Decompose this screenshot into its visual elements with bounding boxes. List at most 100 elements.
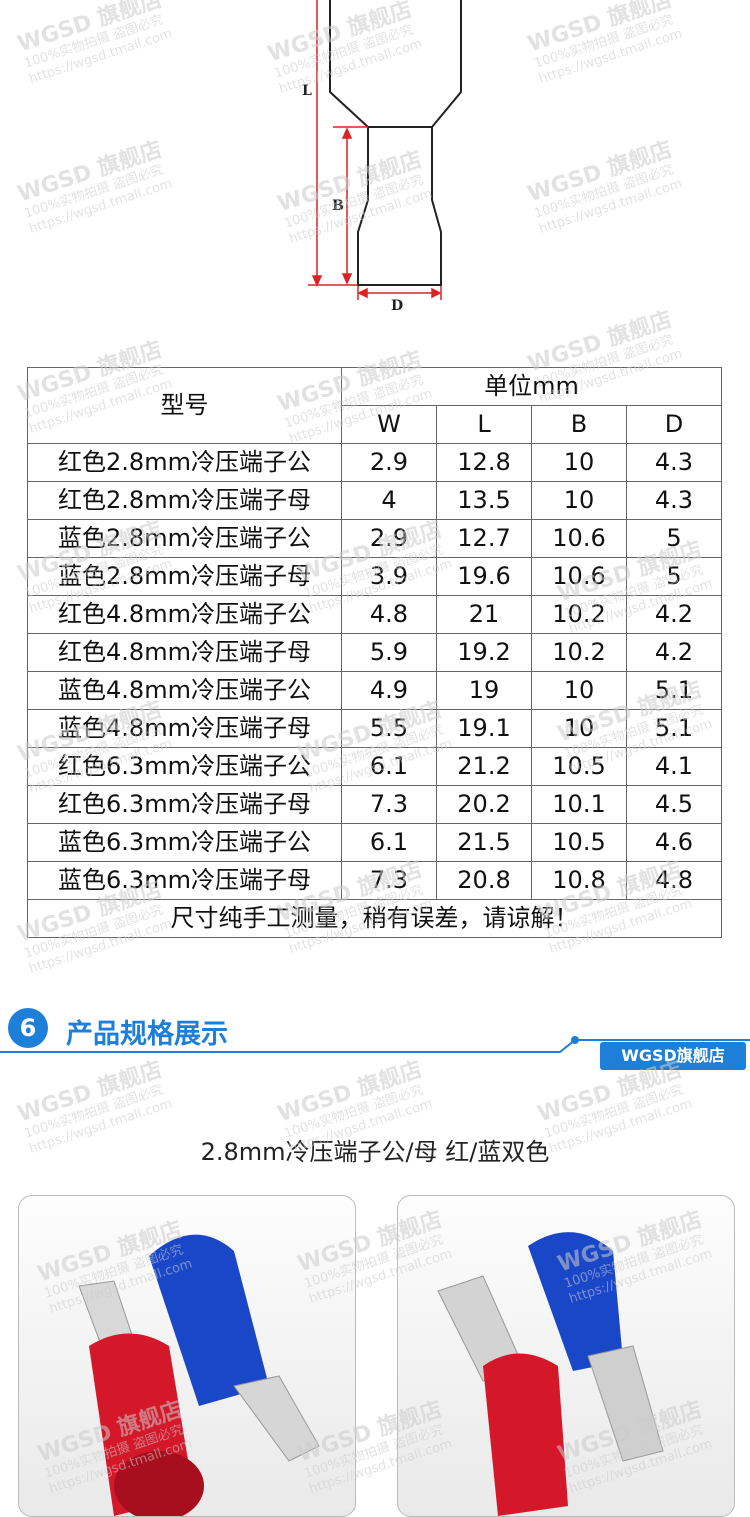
cell-model: 蓝色2.8mm冷压端子母 <box>27 557 342 596</box>
model-header: 型号 <box>27 367 342 444</box>
data-row: 蓝色4.8mm冷压端子公 4.9 19 10 5.1 <box>27 671 722 710</box>
cell-value: 6.1 <box>341 747 437 786</box>
cell-value: 10.2 <box>531 633 627 672</box>
cell-value: 19.2 <box>436 633 532 672</box>
data-row: 红色4.8mm冷压端子公 4.8 21 10.2 4.2 <box>27 595 722 634</box>
cell-value: 4.8 <box>341 595 437 634</box>
product-photo <box>18 1195 356 1517</box>
cell-value: 2.9 <box>341 443 437 482</box>
cell-model: 红色2.8mm冷压端子公 <box>27 443 342 482</box>
cell-value: 7.3 <box>341 785 437 824</box>
blue-sleeve <box>528 1232 623 1371</box>
cell-value: 4.1 <box>626 747 722 786</box>
cell-value: 10.2 <box>531 595 627 634</box>
cell-value: 10 <box>531 671 627 710</box>
cell-value: 10.5 <box>531 823 627 862</box>
cell-value: 21 <box>436 595 532 634</box>
cell-value: 10 <box>531 709 627 748</box>
receptacle <box>587 1345 664 1462</box>
cell-model: 红色6.3mm冷压端子公 <box>27 747 342 786</box>
cell-value: 4.3 <box>626 481 722 520</box>
cell-value: 4.9 <box>341 671 437 710</box>
cell-value: 20.8 <box>436 861 532 900</box>
cell-value: 10.6 <box>531 519 627 558</box>
cell-value: 10 <box>531 481 627 520</box>
data-row: 蓝色2.8mm冷压端子母 3.9 19.6 10.6 5 <box>27 557 722 596</box>
dim-label: L <box>302 83 312 99</box>
section-number: 6 <box>8 1008 48 1048</box>
cell-value: 4.3 <box>626 443 722 482</box>
rule-line <box>0 1039 750 1053</box>
section-rule <box>0 1036 750 1053</box>
cell-value: 12.8 <box>436 443 532 482</box>
cell-value: 21.2 <box>436 747 532 786</box>
red-sleeve <box>483 1353 568 1516</box>
photo-male <box>78 1234 320 1516</box>
sleeve-outline <box>357 126 442 286</box>
cell-value: 4.2 <box>626 595 722 634</box>
photo-female <box>437 1232 664 1516</box>
cell-value: 12.7 <box>436 519 532 558</box>
cell-value: 5.1 <box>626 671 722 710</box>
unit-header: 单位mm <box>341 367 722 406</box>
cell-value: 10.8 <box>531 861 627 900</box>
blue-sleeve <box>149 1234 269 1406</box>
cell-value: 5.9 <box>341 633 437 672</box>
data-row: 红色6.3mm冷压端子母 7.3 20.2 10.1 4.5 <box>27 785 722 824</box>
note-row: 尺寸纯手工测量，稍有误差，请谅解！ <box>27 899 722 938</box>
cell-value: 2.9 <box>341 519 437 558</box>
column-header: D <box>626 405 722 444</box>
cell-model: 蓝色6.3mm冷压端子母 <box>27 861 342 900</box>
terminal-diagram: L B D <box>302 0 462 314</box>
data-row: 红色2.8mm冷压端子公 2.9 12.8 10 4.3 <box>27 443 722 482</box>
cell-value: 4.8 <box>626 861 722 900</box>
cell-value: 5.1 <box>626 709 722 748</box>
column-header: B <box>531 405 627 444</box>
cell-value: 19.6 <box>436 557 532 596</box>
cell-value: 5.5 <box>341 709 437 748</box>
data-row: 蓝色4.8mm冷压端子母 5.5 19.1 10 5.1 <box>27 709 722 748</box>
cell-value: 4.6 <box>626 823 722 862</box>
cell-value: 4.2 <box>626 633 722 672</box>
product-photo <box>397 1195 735 1517</box>
cell-value: 6.1 <box>341 823 437 862</box>
cell-model: 红色4.8mm冷压端子母 <box>27 633 342 672</box>
product-subtitle: 2.8mm冷压端子公/母 红/蓝双色 <box>200 1138 550 1166</box>
data-row: 蓝色6.3mm冷压端子公 6.1 21.5 10.5 4.6 <box>27 823 722 862</box>
column-header: L <box>436 405 532 444</box>
cell-model: 蓝色6.3mm冷压端子公 <box>27 823 342 862</box>
cell-value: 4 <box>341 481 437 520</box>
cell-model: 蓝色4.8mm冷压端子公 <box>27 671 342 710</box>
cell-model: 红色6.3mm冷压端子母 <box>27 785 342 824</box>
cell-value: 19.1 <box>436 709 532 748</box>
arrow <box>311 275 323 287</box>
cell-model: 红色4.8mm冷压端子公 <box>27 595 342 634</box>
header-row: 型号 单位mm <box>27 367 722 444</box>
cell-value: 10.5 <box>531 747 627 786</box>
data-row: 红色4.8mm冷压端子母 5.9 19.2 10.2 4.2 <box>27 633 722 672</box>
store-badge: WGSD旗舰店 <box>600 1042 746 1070</box>
cell-model: 红色2.8mm冷压端子母 <box>27 481 342 520</box>
cell-value: 3.9 <box>341 557 437 596</box>
dim-label: B <box>332 198 344 214</box>
cell-model: 蓝色4.8mm冷压端子母 <box>27 709 342 748</box>
column-header: W <box>341 405 437 444</box>
cell-value: 5 <box>626 557 722 596</box>
cell-value: 4.5 <box>626 785 722 824</box>
dim-label: D <box>391 298 403 314</box>
data-row: 蓝色2.8mm冷压端子公 2.9 12.7 10.6 5 <box>27 519 722 558</box>
cell-model: 蓝色2.8mm冷压端子公 <box>27 519 342 558</box>
cell-value: 10.6 <box>531 557 627 596</box>
body-outline <box>329 0 462 128</box>
spec-table: 型号 单位mm W L B D 红色2.8mm冷压端子公 2.9 12.8 10 4.3 红色2.8m… <box>27 367 722 938</box>
cell-value: 10 <box>531 443 627 482</box>
cell-value: 10.1 <box>531 785 627 824</box>
table-note: 尺寸纯手工测量，稍有误差，请谅解！ <box>27 899 722 938</box>
section-title: 产品规格展示 <box>66 1019 228 1050</box>
arrow <box>357 287 442 299</box>
data-row: 蓝色6.3mm冷压端子母 7.3 20.8 10.8 4.8 <box>27 861 722 900</box>
cell-value: 5 <box>626 519 722 558</box>
cell-value: 21.5 <box>436 823 532 862</box>
